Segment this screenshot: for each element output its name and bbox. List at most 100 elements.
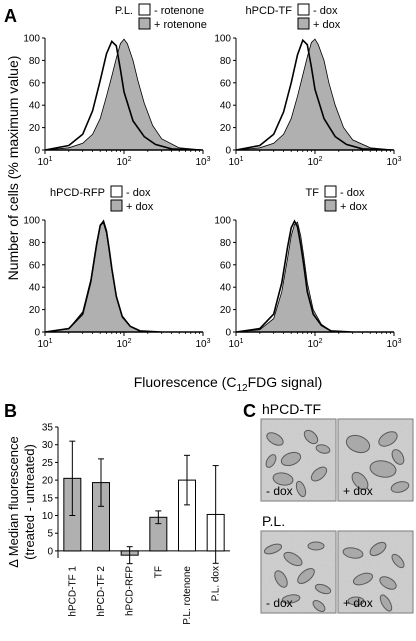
cell: [272, 472, 294, 486]
histogram-title: hPCD-RFP: [50, 187, 105, 199]
legend-swatch-open: [110, 185, 123, 198]
histogram-title: P.L.: [115, 5, 133, 17]
legend-label: + dox: [313, 19, 341, 31]
x-tick-label: 101: [37, 156, 52, 168]
cell: [391, 553, 405, 569]
bar-y-tick-label: 35: [42, 423, 54, 434]
legend-swatch-open: [324, 185, 337, 198]
y-tick-label: 100: [23, 34, 40, 45]
legend-label: - dox: [340, 187, 365, 199]
cell: [390, 481, 410, 493]
y-tick-label: 20: [29, 123, 41, 134]
histogram-title: hPCD-TF: [246, 5, 293, 17]
cell: [315, 444, 331, 454]
y-tick-label: 80: [29, 238, 41, 249]
legend-swatch-filled: [297, 17, 310, 30]
legend-swatch-open: [297, 3, 310, 16]
x-tick-label: 102: [307, 338, 322, 350]
cell: [342, 547, 364, 559]
cell: [378, 431, 398, 447]
histogram-series-treated: [235, 38, 395, 151]
y-tick-label: 20: [29, 305, 41, 316]
legend-label: + dox: [126, 201, 154, 213]
histogram-hpcd-rfp: 0 20 40 60 80 100 101 102 103 hPCD-RFP - dox + dox: [23, 185, 211, 350]
panel-b-ylabel-2: (treated - untreated): [22, 444, 37, 560]
bar-chart: 0 5 10 15 20 25 30 35 hPCD-TF 1 hPCD-TF 2 hPCD-RFP…: [42, 423, 230, 625]
y-tick-label: 40: [220, 283, 232, 294]
micrograph: + dox: [337, 530, 414, 614]
histogram-pl: 0 20 40 60 80 100 101 102 103 P.L. - rotenone + rot…: [23, 3, 211, 168]
legend-label: + dox: [340, 201, 368, 213]
legend-label: - dox: [313, 5, 338, 17]
micrograph: - dox: [260, 418, 337, 502]
x-tick-label: 103: [195, 156, 210, 168]
y-tick-label: 80: [220, 238, 232, 249]
y-tick-label: 40: [29, 101, 41, 112]
cell: [283, 551, 303, 567]
cell: [314, 583, 332, 595]
cell: [265, 454, 277, 468]
cell: [379, 576, 397, 590]
y-tick-label: 40: [220, 101, 232, 112]
x-tick-label: 102: [307, 156, 322, 168]
y-tick-label: 60: [220, 78, 232, 89]
histogram-title: TF: [306, 187, 320, 199]
panel-letter-a: A: [4, 6, 17, 26]
histogram-series-untreated: [44, 219, 203, 333]
x-tick-label: 103: [386, 338, 401, 350]
legend-swatch-filled: [138, 17, 151, 30]
bar-y-tick-label: 20: [42, 476, 54, 487]
y-tick-label: 100: [214, 216, 231, 227]
legend-swatch-filled: [110, 199, 123, 212]
cell: [303, 429, 319, 445]
panel-b-ylabel-1: Δ Median fluorescence: [6, 436, 21, 568]
bar-category-label: P.L. dox: [211, 566, 222, 601]
bar-y-tick-label: 15: [42, 493, 54, 504]
bar-y-tick-label: 25: [42, 458, 54, 469]
x-tick-label: 101: [228, 338, 243, 350]
x-tick-label: 102: [116, 338, 131, 350]
panel-letter-c: C: [243, 401, 256, 421]
legend-label: - dox: [126, 187, 151, 199]
micrograph: + dox: [337, 418, 414, 502]
cell: [379, 594, 393, 612]
histogram-hpcd-tf: 0 20 40 60 80 100 101 102 103 hPCD-TF - dox + dox: [214, 3, 402, 168]
cell: [310, 466, 328, 482]
photo-row2-title: P.L.: [262, 513, 285, 529]
legend-label: - rotenone: [154, 5, 204, 17]
cell: [297, 568, 315, 584]
cell: [281, 594, 301, 604]
micrograph: - dox: [260, 530, 337, 614]
x-tick-label: 101: [37, 338, 52, 350]
y-tick-label: 20: [220, 123, 232, 134]
cell: [345, 434, 371, 454]
legend-label: + rotenone: [154, 19, 207, 31]
y-tick-label: 80: [220, 56, 232, 67]
cell: [369, 541, 387, 557]
cell: [347, 596, 365, 606]
cell: [391, 449, 405, 465]
cell: [312, 600, 326, 612]
cell: [266, 432, 284, 446]
y-tick-label: 40: [29, 283, 41, 294]
histogram-series-untreated: [235, 38, 395, 151]
histogram-series-untreated: [44, 40, 204, 151]
y-tick-label: 80: [29, 56, 41, 67]
legend-swatch-filled: [324, 199, 337, 212]
bar-y-tick-label: 30: [42, 440, 54, 451]
cell: [369, 460, 397, 478]
x-tick-label: 103: [386, 156, 401, 168]
bar-y-tick-label: 0: [47, 546, 53, 557]
panel-a-ylabel: Number of cells (% maximum value): [5, 56, 21, 281]
y-tick-label: 60: [29, 260, 41, 271]
cell: [295, 480, 307, 498]
photo-row1-title: hPCD-TF: [262, 401, 321, 417]
micrograph-label: + dox: [343, 484, 373, 498]
legend-swatch-open: [138, 3, 151, 16]
cell: [307, 541, 325, 551]
cell: [280, 451, 302, 467]
histogram-series-treated: [44, 222, 203, 333]
bar-category-label: hPCD-TF 2: [96, 566, 107, 617]
micrograph-label: + dox: [343, 596, 373, 610]
